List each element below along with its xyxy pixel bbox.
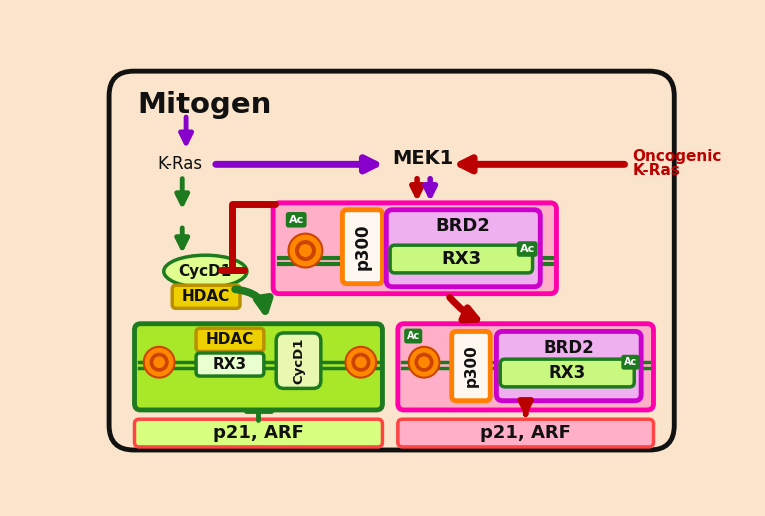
Text: K-Ras: K-Ras [633,163,681,178]
Text: HDAC: HDAC [206,332,254,347]
Ellipse shape [164,255,247,287]
Text: RX3: RX3 [213,357,247,372]
Circle shape [150,352,169,372]
Circle shape [355,357,366,368]
Circle shape [295,240,316,261]
Circle shape [299,244,312,257]
Text: K-Ras: K-Ras [158,155,203,173]
FancyBboxPatch shape [452,331,490,401]
FancyBboxPatch shape [398,324,653,410]
Text: BRD2: BRD2 [543,338,594,357]
FancyBboxPatch shape [496,331,641,401]
Circle shape [346,347,376,378]
Circle shape [418,357,430,368]
Text: Ac: Ac [519,244,535,254]
FancyBboxPatch shape [390,245,532,273]
Circle shape [144,347,174,378]
Text: p21, ARF: p21, ARF [480,424,571,442]
Circle shape [288,234,322,267]
FancyBboxPatch shape [500,359,634,387]
Text: RX3: RX3 [549,364,586,382]
FancyBboxPatch shape [172,285,240,309]
Circle shape [409,347,439,378]
FancyBboxPatch shape [386,210,540,287]
Text: Ac: Ac [623,357,637,367]
FancyBboxPatch shape [276,333,321,389]
Text: Ac: Ac [288,215,304,225]
FancyBboxPatch shape [196,328,264,351]
Text: Oncogenic: Oncogenic [633,149,722,164]
Text: p300: p300 [464,345,478,388]
Circle shape [351,352,370,372]
Text: CycD1: CycD1 [292,337,305,384]
Text: p21, ARF: p21, ARF [213,424,304,442]
Text: Ac: Ac [407,331,420,341]
FancyBboxPatch shape [398,419,653,447]
Text: p300: p300 [353,223,372,270]
Text: MEK1: MEK1 [392,150,454,168]
Text: Mitogen: Mitogen [138,91,272,119]
FancyBboxPatch shape [273,203,556,294]
FancyBboxPatch shape [135,419,382,447]
Circle shape [153,357,165,368]
Text: BRD2: BRD2 [436,217,490,235]
FancyBboxPatch shape [196,353,264,376]
FancyBboxPatch shape [135,324,382,410]
FancyBboxPatch shape [343,210,382,284]
Circle shape [415,352,434,372]
FancyBboxPatch shape [109,71,674,450]
Text: RX3: RX3 [441,250,481,268]
Text: HDAC: HDAC [182,289,230,304]
Text: CycD1: CycD1 [179,264,232,279]
